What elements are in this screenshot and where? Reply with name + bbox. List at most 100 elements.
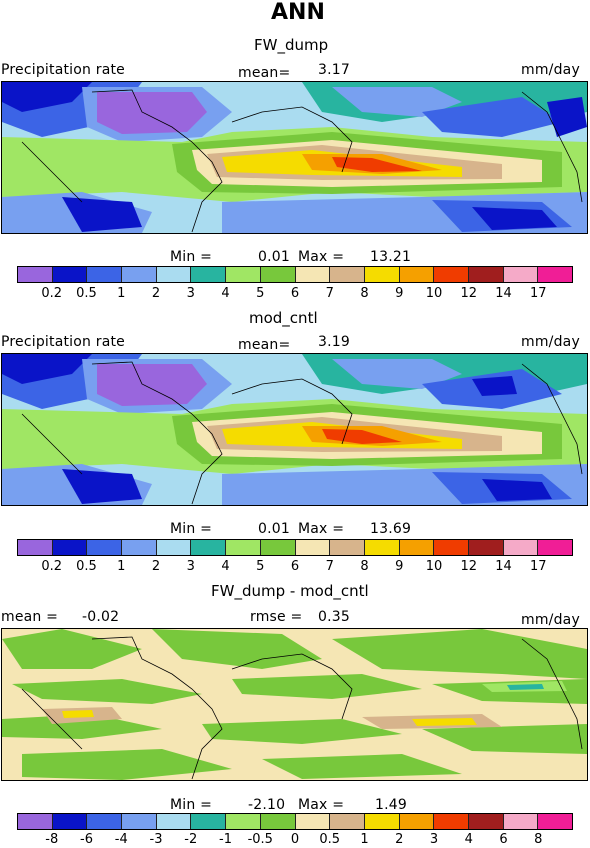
colorbar-tick-label: 14	[495, 286, 512, 301]
colorbar-tick-label: 8	[360, 559, 369, 574]
colorbar-swatch	[260, 540, 296, 555]
colorbar-tick-label: 9	[395, 286, 404, 301]
colorbar-tick-label: 4	[221, 286, 230, 301]
colorbar-swatch	[468, 540, 504, 555]
page-title: ANN	[271, 0, 325, 25]
colorbar-swatch	[503, 814, 539, 829]
colorbar-swatch	[399, 540, 435, 555]
colorbar-tick-label: -6	[80, 832, 93, 847]
colorbar-tick-label: 8	[534, 832, 543, 847]
panel-2-colorbar	[17, 539, 573, 556]
colorbar-tick-label: 10	[425, 286, 443, 301]
colorbar-tick-label: 7	[325, 559, 334, 574]
panel-2-mean-value: 3.19	[318, 334, 350, 350]
panel-3-max-label: Max =	[298, 797, 345, 813]
colorbar-tick-label: -2	[184, 832, 198, 847]
colorbar-tick-label: 14	[495, 559, 512, 574]
colorbar-tick-label: 4	[464, 832, 473, 847]
panel-1-min-value: 0.01	[258, 249, 290, 265]
panel-1-subtitle: FW_dump	[254, 36, 329, 54]
colorbar-tick-label: 3	[186, 286, 195, 301]
colorbar-tick-label: 12	[460, 559, 478, 574]
colorbar-swatch	[330, 267, 365, 282]
colorbar-swatch	[52, 814, 88, 829]
panel-3-colorbar	[17, 813, 573, 830]
colorbar-tick-label: 4	[221, 559, 230, 574]
panel-3-min-value: -2.10	[248, 797, 286, 813]
panel-1-mean-value: 3.17	[318, 62, 350, 78]
colorbar-swatch	[434, 814, 469, 829]
colorbar-swatch	[226, 540, 261, 555]
colorbar-tick-label: 1	[117, 286, 126, 301]
colorbar-tick-label: 8	[360, 286, 369, 301]
panel-1-min-label: Min =	[170, 249, 213, 265]
colorbar-swatch	[87, 814, 123, 829]
colorbar-tick-label: 10	[425, 559, 443, 574]
panel-3-subtitle: FW_dump - mod_cntl	[211, 582, 369, 600]
colorbar-swatch	[364, 267, 400, 282]
panel-3-colorbar-ticks: -8 -6 -4 -3 -2 -1 -0.5 0 0.5 1 2 3 4 6 8	[17, 832, 573, 848]
colorbar-swatch	[330, 814, 365, 829]
colorbar-swatch	[330, 540, 365, 555]
colorbar-tick-label: 2	[151, 559, 161, 574]
colorbar-tick-label: 1	[117, 559, 126, 574]
colorbar-swatch	[538, 814, 572, 829]
colorbar-tick-label: -3	[149, 832, 163, 847]
panel-1-colorbar	[17, 266, 573, 283]
colorbar-swatch	[260, 814, 296, 829]
colorbar-tick-label: 6	[290, 286, 300, 301]
panel-3-mean-value: -0.02	[82, 609, 120, 625]
panel-3-rmse-label: rmse =	[250, 609, 303, 625]
panel-2-map	[1, 353, 588, 506]
panel-1-units: mm/day	[521, 62, 580, 78]
colorbar-tick-label: -1	[219, 832, 232, 847]
colorbar-swatch	[156, 814, 192, 829]
colorbar-swatch	[191, 540, 227, 555]
panel-3-units: mm/day	[521, 612, 580, 628]
colorbar-tick-label: 0.2	[41, 286, 63, 301]
colorbar-swatch	[156, 540, 192, 555]
colorbar-swatch	[538, 540, 572, 555]
panel-1-colorbar-ticks: 0.2 0.5 1 2 3 4 5 6 7 8 9 10 12 14 17	[17, 286, 573, 302]
panel-2-min-label: Min =	[170, 521, 213, 537]
panel-2-max-label: Max =	[298, 521, 345, 537]
panel-2-colorbar-ticks: 0.2 0.5 1 2 3 4 5 6 7 8 9 10 12 14 17	[17, 559, 573, 575]
colorbar-swatch	[364, 540, 400, 555]
colorbar-tick-label: -0.5	[247, 832, 273, 847]
colorbar-swatch	[468, 267, 504, 282]
colorbar-swatch	[122, 814, 157, 829]
colorbar-tick-label: 5	[256, 559, 265, 574]
colorbar-swatch	[52, 540, 88, 555]
colorbar-swatch	[399, 267, 435, 282]
colorbar-swatch	[468, 814, 504, 829]
colorbar-swatch	[122, 540, 157, 555]
colorbar-tick-label: 17	[529, 559, 547, 574]
panel-1-map	[1, 81, 588, 234]
panel-3-mean-label: mean =	[1, 609, 59, 625]
panel-2-max-value: 13.69	[370, 521, 412, 537]
panel-2-min-value: 0.01	[258, 521, 290, 537]
colorbar-tick-label: 5	[256, 286, 265, 301]
panel-2-mean-label: mean=	[238, 337, 291, 353]
panel-3-max-value: 1.49	[375, 797, 407, 813]
colorbar-swatch	[399, 814, 435, 829]
panel-3-map	[1, 628, 588, 781]
colorbar-tick-label: 9	[395, 559, 404, 574]
colorbar-tick-label: 6	[499, 832, 508, 847]
colorbar-swatch	[87, 267, 123, 282]
colorbar-swatch	[295, 540, 331, 555]
colorbar-tick-label: -8	[45, 832, 59, 847]
panel-2-subtitle: mod_cntl	[249, 309, 318, 327]
colorbar-swatch	[122, 267, 157, 282]
colorbar-tick-label: -4	[114, 832, 128, 847]
colorbar-swatch	[52, 267, 88, 282]
colorbar-swatch	[295, 267, 331, 282]
colorbar-tick-label: 12	[460, 286, 478, 301]
colorbar-swatch	[18, 540, 53, 555]
colorbar-swatch	[226, 267, 261, 282]
colorbar-tick-label: 2	[151, 286, 161, 301]
colorbar-swatch	[434, 540, 469, 555]
colorbar-tick-label: 6	[290, 559, 300, 574]
panel-2-units: mm/day	[521, 334, 580, 350]
panel-2-variable-label: Precipitation rate	[1, 334, 125, 350]
